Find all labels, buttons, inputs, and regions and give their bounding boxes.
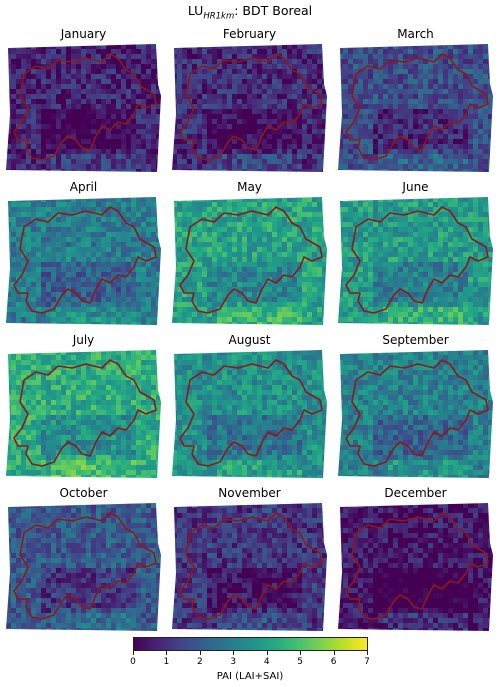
colorbar-tick	[300, 651, 302, 655]
country-border	[13, 512, 157, 620]
country-border	[345, 512, 489, 620]
colorbar-tick	[367, 651, 368, 655]
figure-title: LUHR1km: BDT Boreal	[187, 3, 313, 22]
map-november	[172, 503, 327, 631]
country-border	[345, 359, 489, 467]
panel-march: March	[338, 27, 493, 172]
panel-october: October	[6, 486, 161, 631]
pai-raster	[338, 44, 493, 172]
colorbar-tick	[133, 651, 134, 655]
colorbar-tick-label: 0	[130, 657, 136, 667]
map-may	[172, 197, 327, 325]
country-border	[13, 206, 157, 314]
panel-title: June	[402, 180, 429, 194]
colorbar-tick-label: 7	[364, 657, 370, 667]
country-border	[13, 359, 157, 467]
panel-title: July	[72, 333, 95, 347]
colorbar-label: PAI (LAI+SAI)	[216, 671, 284, 682]
panel-january: January	[6, 27, 161, 172]
pai-raster	[6, 197, 161, 325]
map-july	[6, 350, 161, 478]
map-january	[6, 44, 161, 172]
panel-june: June	[338, 180, 493, 325]
panel-may: May	[172, 180, 327, 325]
panel-november: November	[172, 486, 327, 631]
pai-raster	[6, 44, 161, 172]
map-october	[6, 503, 161, 631]
country-border	[179, 53, 323, 161]
country-border	[179, 512, 323, 620]
panel-title: April	[69, 180, 98, 194]
panel-title: January	[60, 27, 107, 41]
map-june	[338, 197, 493, 325]
map-september	[338, 350, 493, 478]
panel-august: August	[172, 333, 327, 478]
panel-july: July	[6, 333, 161, 478]
panel-title: September	[382, 333, 449, 347]
panel-title: August	[228, 333, 271, 347]
colorbar-tick-label: 2	[196, 657, 203, 667]
country-border	[179, 206, 323, 314]
colorbar	[133, 637, 368, 651]
panel-title: December	[384, 486, 447, 500]
panel-april: April	[6, 180, 161, 325]
panel-september: September	[338, 333, 493, 478]
panel-february: February	[172, 27, 327, 172]
map-february	[172, 44, 327, 172]
colorbar-tick-label: 4	[263, 657, 270, 667]
colorbar-tick	[199, 651, 201, 655]
colorbar-ticks: 0 1 2 3 4 5 6 7	[130, 651, 370, 671]
map-august	[172, 350, 327, 478]
colorbar-tick-label: 6	[330, 657, 337, 667]
country-border	[345, 206, 489, 314]
colorbar-tick	[266, 651, 268, 655]
map-march	[338, 44, 493, 172]
panel-title: October	[59, 486, 108, 500]
colorbar-tick	[233, 651, 235, 655]
colorbar-tick	[166, 651, 168, 655]
country-border	[345, 53, 489, 161]
map-december	[338, 503, 493, 631]
colorbar-tick-label: 3	[230, 657, 237, 667]
panel-title: February	[222, 27, 277, 41]
pai-raster	[172, 197, 327, 325]
colorbar-tick-label: 1	[163, 657, 170, 667]
panel-december: December	[338, 486, 493, 631]
panel-title: November	[218, 486, 281, 500]
colorbar-tick	[333, 651, 335, 655]
country-border	[13, 53, 157, 161]
panel-title: March	[397, 27, 434, 41]
country-border	[179, 359, 323, 467]
pai-raster	[6, 350, 161, 478]
map-april	[6, 197, 161, 325]
colorbar-tick-label: 5	[297, 657, 303, 667]
panel-title: May	[237, 180, 262, 194]
